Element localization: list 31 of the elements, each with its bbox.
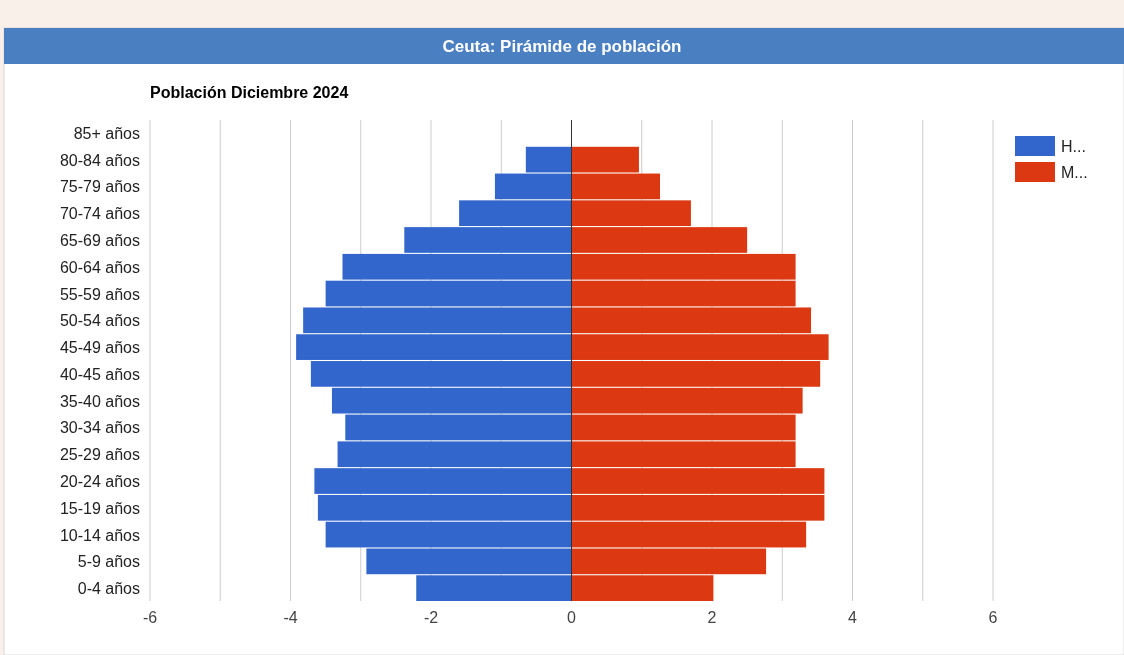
bar [525, 146, 572, 173]
y-tick-label: 80-84 años [59, 151, 140, 169]
y-tick-label: 70-74 años [59, 205, 140, 223]
y-tick-label: 85+ años [73, 124, 140, 142]
y-tick-label: 40-45 años [59, 365, 140, 383]
y-tick-label: 75-79 años [59, 178, 140, 196]
x-tick-label: -4 [283, 609, 298, 626]
legend-label: M... [1061, 164, 1088, 181]
y-tick-label: 25-29 años [59, 446, 140, 464]
y-tick-label: 20-24 años [59, 473, 140, 491]
chart-subtitle: Población Diciembre 2024 [150, 84, 349, 101]
legend-label: H... [1061, 138, 1086, 155]
x-tick-label: 2 [707, 609, 717, 626]
y-tick-label: 50-54 años [59, 312, 140, 330]
y-tick-label: 65-69 años [59, 231, 140, 249]
x-tick-label: 0 [567, 609, 577, 626]
y-tick-label: 5-9 años [77, 553, 140, 571]
y-tick-label: 30-34 años [59, 419, 140, 437]
x-tick-label: -2 [423, 609, 439, 626]
x-tick-label: 4 [848, 609, 858, 626]
y-tick-label: 0-4 años [77, 580, 140, 598]
y-tick-label: 60-64 años [59, 258, 140, 276]
bar [571, 146, 639, 173]
x-tick-label: -6 [142, 609, 158, 626]
y-tick-label: 45-49 años [59, 339, 140, 357]
y-tick-label: 35-40 años [59, 392, 140, 410]
y-tick-label: 55-59 años [59, 285, 140, 303]
y-tick-label: 10-14 años [59, 526, 140, 544]
chart-title: Ceuta: Pirámide de población [442, 37, 682, 56]
y-tick-label: 15-19 años [59, 499, 140, 517]
x-tick-label: 6 [988, 609, 998, 626]
